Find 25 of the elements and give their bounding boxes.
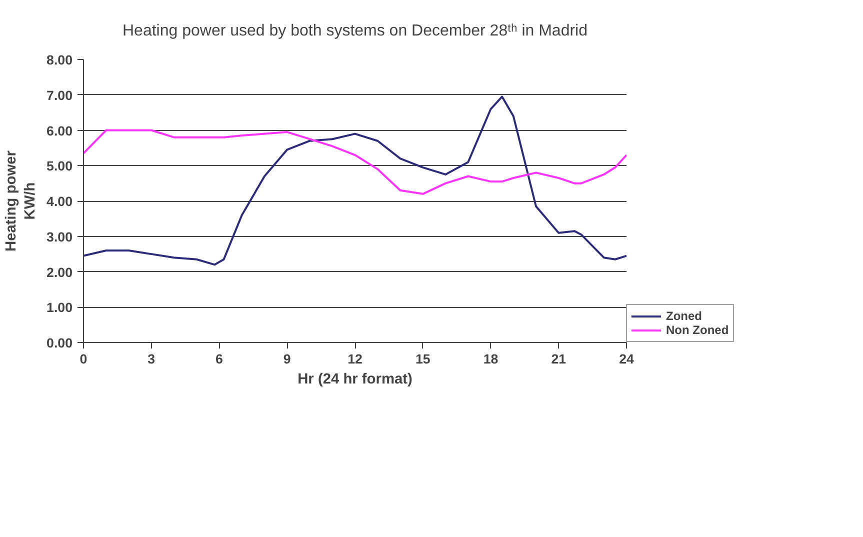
line-series — [84, 129, 626, 195]
x-tick-label: 12 — [348, 352, 362, 366]
y-tick-label: 4.00 — [46, 194, 73, 209]
chart-title: Heating power used by both systems on December 28ᵗʰ in Madrid — [122, 22, 588, 40]
x-tick-label: 15 — [415, 352, 431, 366]
y-tick-label: 0.00 — [46, 336, 73, 350]
x-axis-title: Hr (24 hr format) — [298, 372, 413, 388]
y-tick-label: 8.00 — [46, 52, 73, 68]
x-tick-label: 21 — [551, 352, 567, 366]
x-tick-label: 18 — [483, 352, 498, 366]
y-axis-title: Heating power KW/h — [3, 150, 39, 252]
y-tick-label: 2.00 — [46, 264, 73, 280]
line-series — [84, 96, 626, 266]
y-tick-label: 7.00 — [46, 88, 73, 103]
x-tick-label: 6 — [216, 352, 223, 366]
legend-label: Non Zoned — [666, 323, 729, 337]
y-tick-label: 1.00 — [46, 300, 73, 316]
legend-label: Zoned — [666, 309, 702, 323]
y-tick-label: 5.00 — [46, 158, 73, 174]
x-tick-label: 9 — [283, 352, 291, 366]
y-tick-label: 3.00 — [46, 229, 73, 244]
x-tick-label: 24 — [619, 352, 634, 366]
y-tick-label: 6.00 — [46, 123, 73, 138]
x-tick-label: 0 — [80, 352, 88, 366]
x-tick-label: 3 — [148, 352, 156, 366]
